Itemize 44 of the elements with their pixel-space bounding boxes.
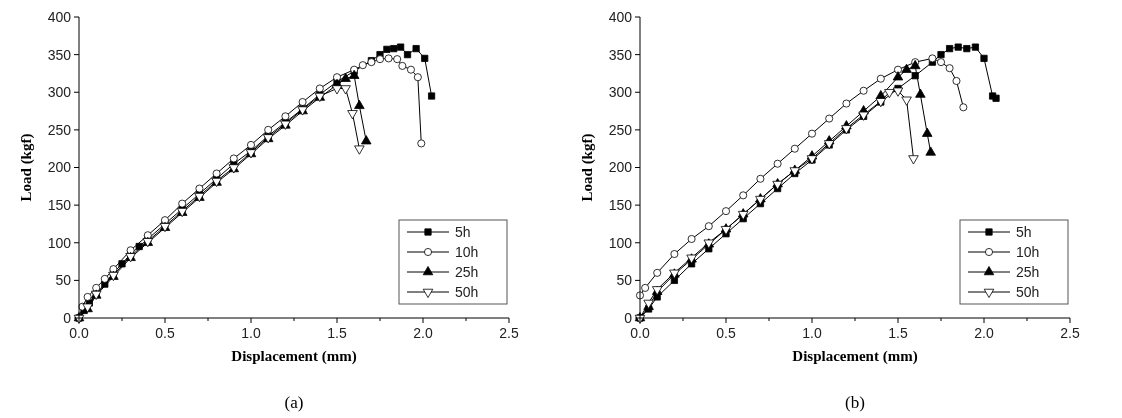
y-tick-label: 400	[47, 8, 72, 25]
x-tick-label: 2.0	[974, 325, 994, 341]
y-tick-label: 150	[608, 197, 633, 214]
y-tick-label: 300	[47, 84, 72, 101]
x-tick-label: 2.0	[413, 325, 433, 341]
y-tick-label: 250	[608, 121, 633, 138]
legend-label: 10h	[1016, 243, 1040, 260]
y-tick-label: 0	[624, 309, 633, 326]
y-tick-label: 250	[47, 121, 72, 138]
y-tick-label: 200	[47, 159, 72, 176]
text: (a)	[284, 393, 304, 412]
y-tick-label: 50	[616, 272, 633, 289]
x-tick-label: 1.5	[327, 325, 347, 341]
x-axis-title: Displacement (mm)	[231, 348, 357, 365]
y-tick-label: 350	[47, 46, 72, 63]
y-tick-label: 200	[608, 159, 633, 176]
x-tick-label: 1.0	[241, 325, 261, 341]
legend-label: 10h	[455, 243, 479, 260]
y-tick-label: 100	[47, 234, 72, 251]
y-tick-label: 350	[608, 46, 633, 63]
legend-label: 5h	[1016, 223, 1032, 240]
x-tick-label: 0.5	[716, 325, 736, 341]
legend-label: 5h	[455, 223, 471, 240]
y-axis-title: Load (kgf)	[18, 133, 35, 202]
x-tick-label: 0.5	[155, 325, 175, 341]
y-tick-label: 100	[608, 234, 633, 251]
x-tick-label: 1.0	[802, 325, 822, 341]
legend-label: 50h	[455, 283, 479, 300]
y-tick-label: 300	[608, 84, 633, 101]
x-tick-label: 0.0	[630, 325, 650, 341]
x-tick-label: 2.5	[499, 325, 519, 341]
x-tick-label: 0.0	[69, 325, 89, 341]
legend-label: 25h	[1016, 263, 1040, 280]
y-tick-label: 0	[63, 309, 72, 326]
y-tick-label: 400	[608, 8, 633, 25]
x-tick-label: 1.5	[888, 325, 908, 341]
y-tick-label: 50	[55, 272, 72, 289]
y-tick-label: 150	[47, 197, 72, 214]
y-axis-title: Load (kgf)	[579, 133, 596, 202]
x-tick-label: 2.5	[1060, 325, 1080, 341]
text: (b)	[845, 393, 865, 412]
legend-label: 25h	[455, 263, 479, 280]
legend-label: 50h	[1016, 283, 1040, 300]
x-axis-title: Displacement (mm)	[792, 348, 918, 365]
